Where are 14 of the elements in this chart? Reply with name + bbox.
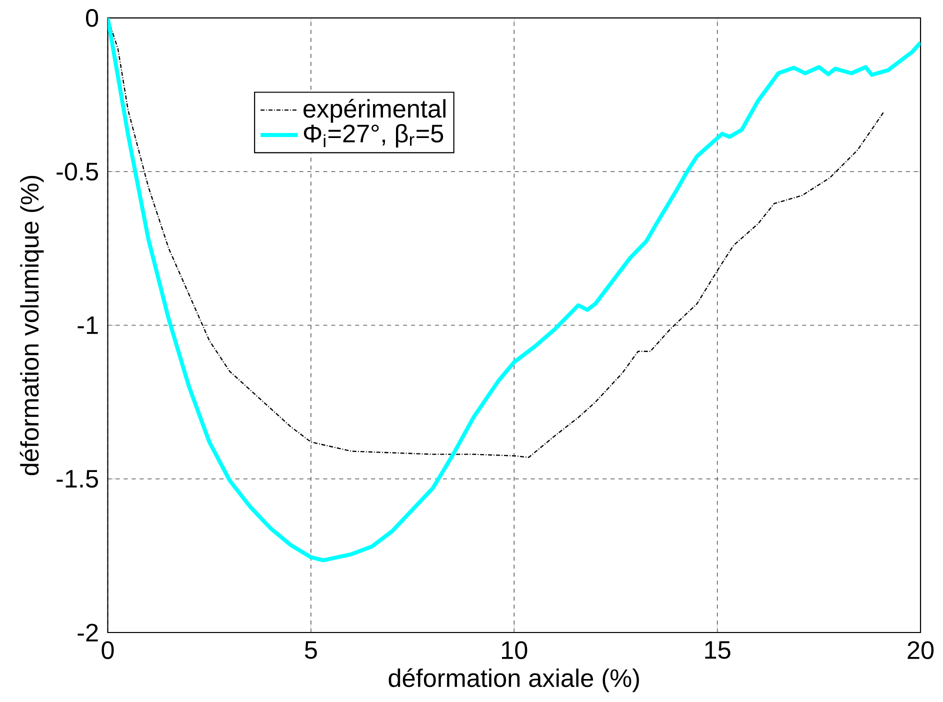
y-tick-label: -2 (78, 624, 98, 642)
x-tick-label: 5 (304, 641, 317, 659)
x-axis-title: déformation axiale (%) (388, 668, 639, 692)
x-tick-label: 15 (705, 641, 730, 659)
x-tick-label: 0 (102, 641, 114, 659)
y-axis-title: déformation volumique (%) (20, 176, 44, 476)
x-tick-label: 10 (502, 641, 528, 659)
y-tick-label: -0.5 (56, 162, 98, 180)
legend-label: Φ$_{i}$=27°, β$_{r}$=5 (304, 124, 444, 148)
y-tick-label: -1 (78, 316, 98, 334)
y-tick-label: -1.5 (56, 470, 98, 488)
x-tick-label: 20 (908, 641, 934, 659)
y-tick-label: 0 (86, 8, 98, 27)
legend-label: expérimental (304, 98, 446, 123)
